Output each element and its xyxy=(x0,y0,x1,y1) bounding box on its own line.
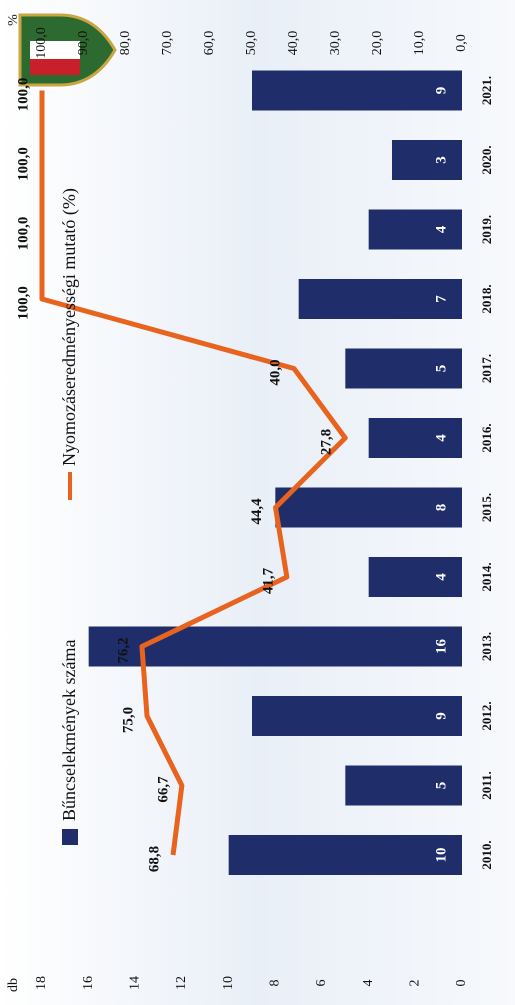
x-tick-label: 2015. xyxy=(479,493,494,522)
y-tick-label: 16 xyxy=(81,976,96,990)
bar-value-label: 8 xyxy=(433,504,449,512)
bar xyxy=(228,835,462,875)
bar-value-label: 16 xyxy=(433,639,449,655)
x-tick-label: 2014. xyxy=(479,562,494,591)
y-tick-label: 14 xyxy=(128,976,143,990)
line-value-label: 44,4 xyxy=(249,498,265,525)
y2-tick-label: 100,0 xyxy=(34,27,49,59)
y2-tick-label: 40,0 xyxy=(286,31,301,56)
y-tick-label: 18 xyxy=(34,976,49,990)
legend-swatch xyxy=(62,829,78,845)
x-tick-label: 2013. xyxy=(479,632,494,661)
x-tick-label: 2019. xyxy=(479,215,494,244)
line-value-label: 40,0 xyxy=(267,359,283,385)
x-tick-label: 2018. xyxy=(479,284,494,313)
bar xyxy=(392,140,462,180)
bar xyxy=(275,487,463,528)
y2-tick-label: 20,0 xyxy=(370,31,385,56)
bar-value-label: 5 xyxy=(433,782,449,790)
line-value-label: 100,0 xyxy=(15,217,31,251)
bar-value-label: 10 xyxy=(433,848,449,863)
line-value-label: 100,0 xyxy=(15,78,31,112)
bar xyxy=(368,557,462,597)
legend-label: Bűncselekmények száma xyxy=(59,640,79,821)
line-value-label: 75,0 xyxy=(120,707,136,733)
y2-axis-title: % xyxy=(6,14,21,26)
x-tick-label: 2020. xyxy=(479,145,494,174)
y-tick-label: 10 xyxy=(221,976,236,990)
y2-tick-label: 10,0 xyxy=(412,31,427,56)
plot-area: db% 0 2 4 6 8 10 12 14 16 18 0,0 10,0 20,0 30,0 40,0 50,… xyxy=(6,13,494,992)
bar xyxy=(88,626,463,667)
x-tick-label: 2017. xyxy=(479,354,494,383)
bar xyxy=(252,696,462,736)
line-value-label: 41,7 xyxy=(260,567,276,594)
y2-tick-label: 60,0 xyxy=(202,31,217,56)
bar xyxy=(345,348,463,389)
x-tick-label: 2021. xyxy=(479,76,494,105)
line-value-label: 76,2 xyxy=(115,637,131,663)
y-tick-label: 12 xyxy=(174,976,189,990)
y2-tick-label: 30,0 xyxy=(328,31,343,56)
y2-tick-label: 50,0 xyxy=(244,31,259,56)
y-tick-label: 6 xyxy=(314,980,329,987)
line-value-label: 100,0 xyxy=(15,286,31,320)
y-axis-title: db xyxy=(6,978,21,992)
bar xyxy=(252,70,462,111)
y2-tick-label: 80,0 xyxy=(118,31,133,56)
bar-value-label: 9 xyxy=(433,712,449,720)
emblem xyxy=(18,13,117,87)
y2-tick-label: 70,0 xyxy=(160,31,175,56)
bar-value-label: 9 xyxy=(433,87,449,95)
bar xyxy=(345,765,463,806)
line-value-label: 66,7 xyxy=(155,776,171,803)
x-tick-label: 2016. xyxy=(479,423,494,452)
line-value-label: 100,0 xyxy=(15,147,31,181)
y2-tick-label: 90,0 xyxy=(76,31,91,56)
bar-value-label: 3 xyxy=(433,156,449,164)
x-tick-label: 2011. xyxy=(479,771,494,800)
bar-value-label: 5 xyxy=(433,365,449,373)
y-tick-label: 2 xyxy=(408,980,423,987)
bar xyxy=(298,279,462,319)
bar xyxy=(368,209,462,250)
legend-label: Nyomozáseredményességi mutató (%) xyxy=(59,188,80,466)
line-value-label: 27,8 xyxy=(319,429,335,455)
line xyxy=(39,90,348,856)
bar xyxy=(368,418,462,458)
bar-value-label: 4 xyxy=(433,225,449,233)
x-tick-label: 2010. xyxy=(479,840,494,869)
line-value-label: 68,8 xyxy=(146,846,162,872)
y-tick-label: 0 xyxy=(454,980,469,987)
bar-value-label: 4 xyxy=(433,434,449,442)
bar-value-label: 7 xyxy=(433,295,449,303)
y-tick-label: 8 xyxy=(268,980,283,987)
x-tick-label: 2012. xyxy=(479,701,494,730)
y-tick-label: 4 xyxy=(361,980,376,987)
y2-tick-label: 0,0 xyxy=(454,34,469,52)
bar-value-label: 4 xyxy=(433,573,449,581)
